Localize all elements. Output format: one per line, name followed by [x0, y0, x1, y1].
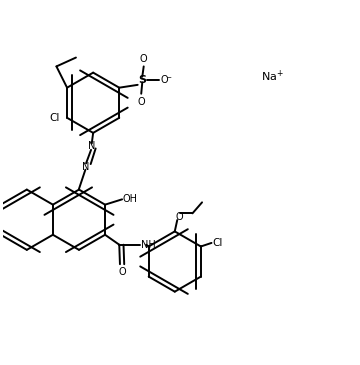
Text: O: O [175, 212, 183, 222]
Text: O: O [138, 97, 145, 107]
Text: O: O [140, 54, 148, 64]
Text: O: O [118, 267, 126, 277]
Text: S: S [138, 74, 146, 85]
Text: NH: NH [140, 240, 155, 250]
Text: O: O [160, 74, 168, 85]
Text: Na$^{+}$: Na$^{+}$ [261, 69, 284, 84]
Text: OH: OH [123, 194, 138, 204]
Text: N: N [82, 162, 89, 172]
Text: Cl: Cl [212, 238, 223, 248]
Text: $^{-}$: $^{-}$ [166, 74, 173, 82]
Text: Cl: Cl [49, 113, 59, 123]
Text: N: N [88, 141, 95, 151]
